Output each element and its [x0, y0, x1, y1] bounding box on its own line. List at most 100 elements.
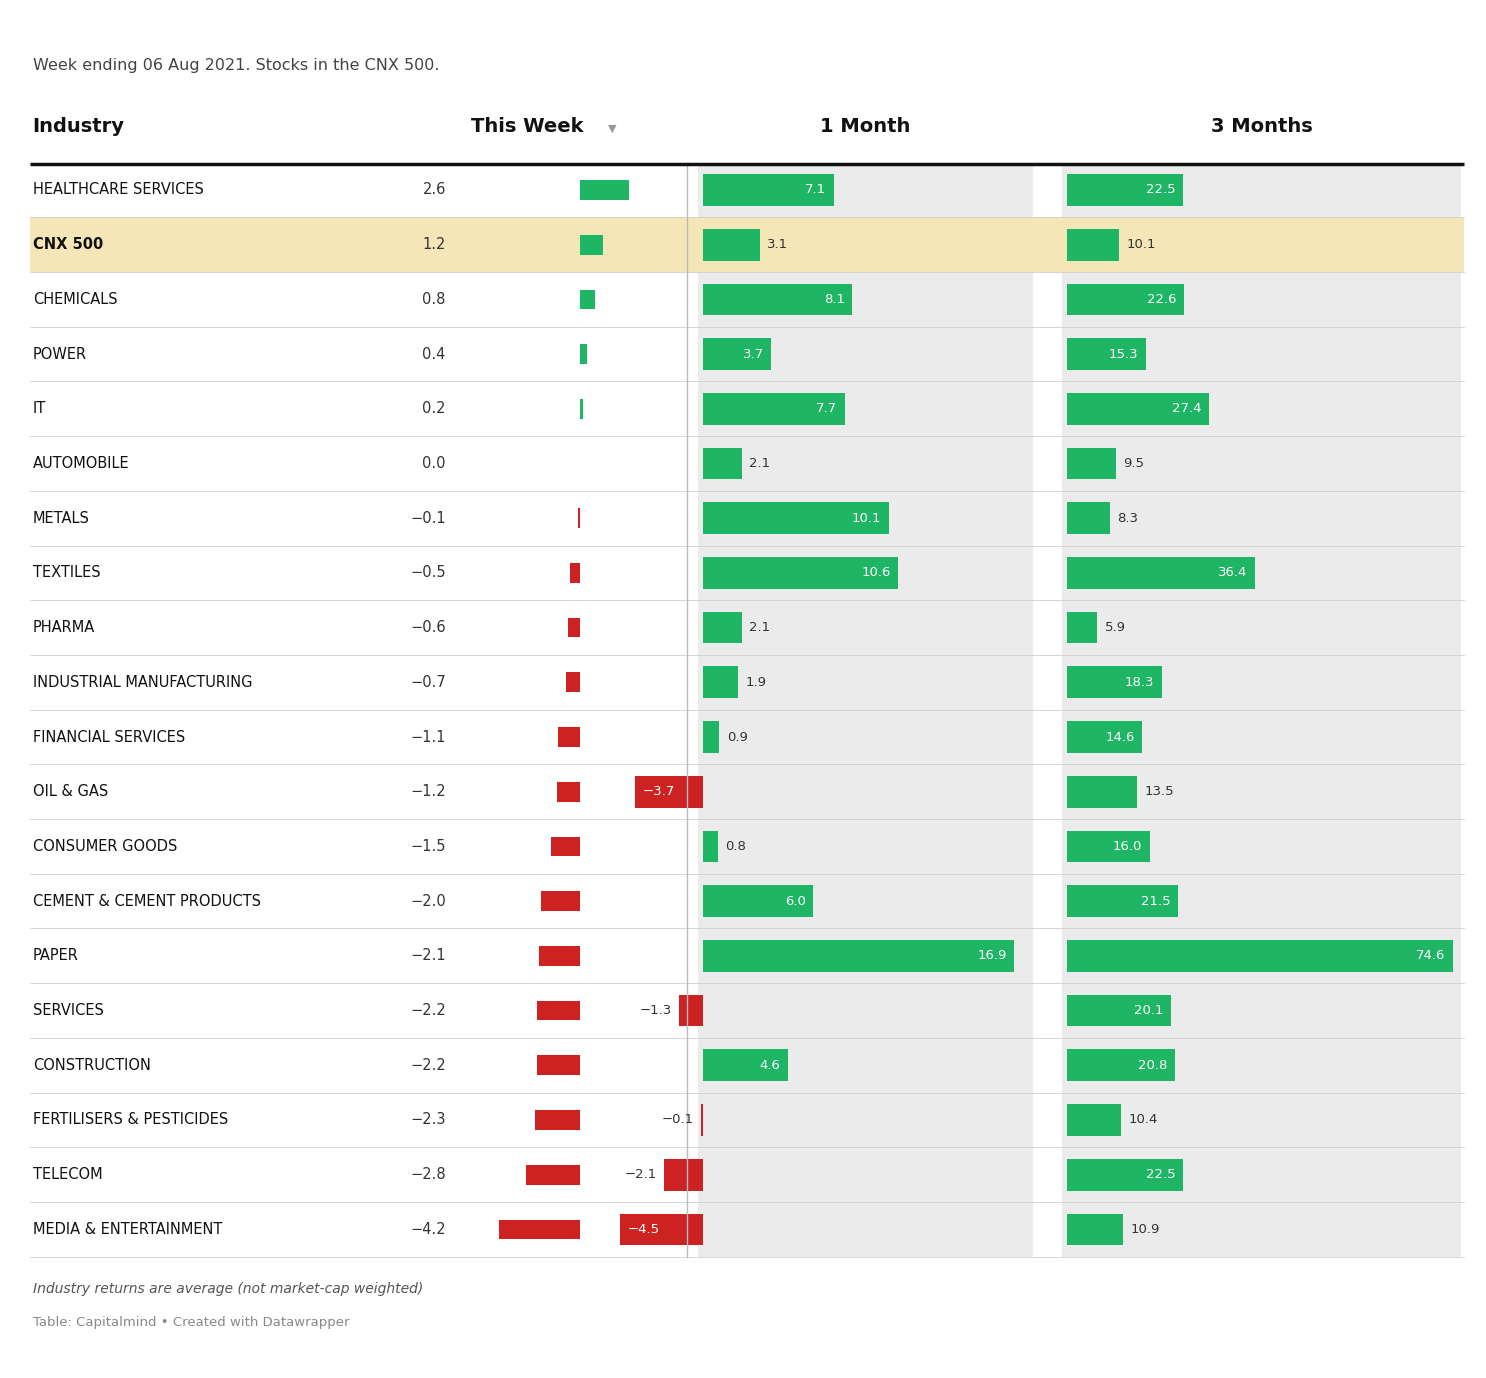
Bar — [703, 448, 742, 480]
Bar — [1067, 667, 1162, 699]
Text: Industry: Industry — [33, 117, 125, 136]
Text: −3.7: −3.7 — [642, 785, 675, 798]
Bar — [698, 1202, 1033, 1257]
Bar — [578, 508, 580, 528]
Bar — [1067, 393, 1208, 424]
Text: AUTOMOBILE: AUTOMOBILE — [33, 456, 129, 471]
Bar — [1067, 284, 1184, 316]
Bar — [1067, 338, 1146, 369]
Bar — [1067, 1104, 1120, 1135]
Text: −2.3: −2.3 — [410, 1112, 446, 1127]
Bar — [703, 174, 834, 205]
Text: 15.3: 15.3 — [1109, 347, 1138, 361]
Bar — [538, 1056, 580, 1075]
Text: −2.1: −2.1 — [410, 948, 446, 963]
Bar — [698, 382, 1033, 435]
Text: 18.3: 18.3 — [1125, 675, 1155, 689]
Bar — [698, 819, 1033, 874]
Text: 7.1: 7.1 — [805, 183, 826, 197]
Text: 20.1: 20.1 — [1134, 1005, 1164, 1017]
Bar — [1067, 721, 1143, 752]
Bar — [679, 995, 703, 1027]
Bar — [703, 393, 844, 424]
Bar — [664, 1159, 703, 1191]
Bar — [698, 163, 1033, 218]
Bar — [526, 1164, 580, 1185]
Text: 3 Months: 3 Months — [1211, 117, 1312, 136]
Bar — [580, 344, 587, 364]
Bar — [703, 885, 813, 916]
Text: INDUSTRIAL MANUFACTURING: INDUSTRIAL MANUFACTURING — [33, 675, 253, 690]
Bar — [557, 781, 580, 802]
Bar — [1062, 546, 1461, 601]
Bar — [1067, 448, 1116, 480]
Text: 2.1: 2.1 — [749, 621, 770, 634]
Bar — [698, 546, 1033, 601]
Text: 8.1: 8.1 — [823, 294, 844, 306]
Bar — [1062, 601, 1461, 655]
Text: 10.6: 10.6 — [862, 566, 890, 579]
Bar — [698, 491, 1033, 546]
Text: POWER: POWER — [33, 347, 86, 361]
Bar — [559, 728, 580, 747]
Text: 7.7: 7.7 — [816, 402, 837, 415]
Text: 0.4: 0.4 — [422, 347, 446, 361]
Bar — [698, 984, 1033, 1038]
Text: 0.0: 0.0 — [422, 456, 446, 471]
Bar — [1062, 271, 1461, 327]
Bar — [1062, 1038, 1461, 1093]
Text: 74.6: 74.6 — [1416, 949, 1446, 962]
Text: −1.5: −1.5 — [410, 839, 446, 854]
Bar — [698, 655, 1033, 710]
Text: 16.0: 16.0 — [1113, 841, 1143, 853]
Bar — [698, 1038, 1033, 1093]
Bar — [1062, 710, 1461, 765]
Text: 13.5: 13.5 — [1144, 785, 1174, 798]
Bar — [541, 892, 580, 911]
Bar — [698, 601, 1033, 655]
Text: −1.3: −1.3 — [639, 1005, 672, 1017]
Text: 10.9: 10.9 — [1131, 1222, 1161, 1236]
Bar — [703, 1050, 788, 1082]
Text: METALS: METALS — [33, 511, 89, 525]
Text: Week ending 06 Aug 2021. Stocks in the CNX 500.: Week ending 06 Aug 2021. Stocks in the C… — [33, 58, 440, 73]
Text: 8.3: 8.3 — [1117, 511, 1138, 525]
Text: −0.5: −0.5 — [410, 565, 446, 580]
Text: Industry returns are average (not market-cap weighted): Industry returns are average (not market… — [33, 1282, 424, 1295]
Bar — [1067, 995, 1171, 1027]
Bar — [30, 218, 1464, 271]
Text: 27.4: 27.4 — [1172, 402, 1201, 415]
Bar — [1067, 612, 1098, 644]
Text: 22.5: 22.5 — [1146, 183, 1175, 197]
Bar — [1067, 174, 1183, 205]
Text: −0.1: −0.1 — [661, 1113, 694, 1126]
Bar — [580, 400, 584, 419]
Bar — [703, 721, 719, 752]
Bar — [566, 672, 580, 692]
Text: −1.1: −1.1 — [410, 729, 446, 744]
Text: 3.1: 3.1 — [767, 238, 789, 251]
Text: PAPER: PAPER — [33, 948, 79, 963]
Bar — [1062, 1093, 1461, 1148]
Text: −2.1: −2.1 — [624, 1169, 657, 1181]
Bar — [698, 327, 1033, 382]
Text: −0.6: −0.6 — [410, 620, 446, 635]
Bar — [499, 1220, 580, 1239]
Bar — [703, 503, 889, 535]
Bar — [538, 1000, 580, 1020]
Text: 1.9: 1.9 — [746, 675, 767, 689]
Text: 9.5: 9.5 — [1123, 457, 1144, 470]
Bar — [698, 271, 1033, 327]
Text: 0.9: 0.9 — [727, 730, 747, 744]
Text: 22.5: 22.5 — [1146, 1169, 1175, 1181]
Bar — [580, 289, 594, 309]
Bar — [535, 1111, 580, 1130]
Text: 22.6: 22.6 — [1147, 294, 1177, 306]
Text: PHARMA: PHARMA — [33, 620, 95, 635]
Text: CONSTRUCTION: CONSTRUCTION — [33, 1058, 150, 1072]
Text: 0.2: 0.2 — [422, 401, 446, 416]
Bar — [1067, 557, 1256, 588]
Text: TELECOM: TELECOM — [33, 1167, 103, 1182]
Text: ▼: ▼ — [608, 123, 617, 134]
Bar — [703, 940, 1015, 971]
